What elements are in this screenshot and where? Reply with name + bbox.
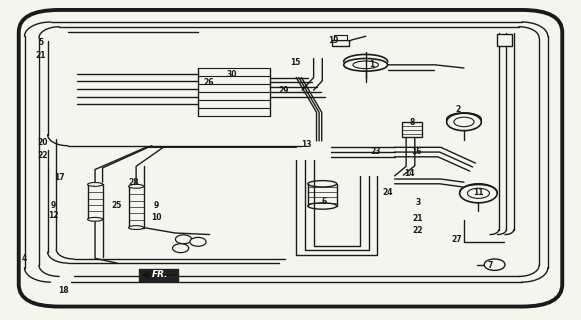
Text: 8: 8 xyxy=(409,118,415,127)
Text: 1: 1 xyxy=(369,60,374,69)
Text: 7: 7 xyxy=(487,261,493,270)
Ellipse shape xyxy=(128,184,144,188)
Text: 15: 15 xyxy=(290,58,300,67)
Bar xyxy=(128,186,144,228)
Text: 24: 24 xyxy=(382,188,393,197)
Text: 13: 13 xyxy=(302,140,312,149)
Text: 22: 22 xyxy=(38,151,48,160)
Text: 14: 14 xyxy=(404,169,414,178)
Ellipse shape xyxy=(88,217,103,221)
Text: 21: 21 xyxy=(413,214,423,223)
Text: 11: 11 xyxy=(473,188,483,197)
Text: 2: 2 xyxy=(456,105,461,114)
Circle shape xyxy=(173,244,189,252)
Text: 18: 18 xyxy=(59,286,69,295)
Text: 29: 29 xyxy=(278,86,289,95)
Bar xyxy=(335,35,347,40)
Text: 28: 28 xyxy=(128,178,138,187)
Bar xyxy=(332,40,350,46)
Text: 17: 17 xyxy=(54,173,64,182)
Text: 9: 9 xyxy=(154,202,159,211)
Text: 26: 26 xyxy=(203,78,214,87)
Circle shape xyxy=(175,235,192,244)
Circle shape xyxy=(190,237,206,246)
Text: 5: 5 xyxy=(38,38,43,47)
Text: 20: 20 xyxy=(38,138,48,147)
Text: 3: 3 xyxy=(415,198,420,207)
Ellipse shape xyxy=(88,182,103,186)
Bar xyxy=(497,34,512,46)
Text: 25: 25 xyxy=(112,202,122,211)
Text: 4: 4 xyxy=(22,254,27,263)
Circle shape xyxy=(484,259,505,270)
Text: 27: 27 xyxy=(451,236,462,244)
Ellipse shape xyxy=(128,226,144,229)
Text: 23: 23 xyxy=(371,147,381,156)
Bar xyxy=(401,122,422,137)
Text: 9: 9 xyxy=(51,201,56,210)
Text: 10: 10 xyxy=(151,212,162,222)
Text: FR.: FR. xyxy=(152,270,168,279)
Text: 16: 16 xyxy=(411,147,422,156)
Text: 19: 19 xyxy=(329,36,339,44)
Text: 12: 12 xyxy=(48,211,59,220)
Text: 22: 22 xyxy=(413,226,423,235)
Text: 30: 30 xyxy=(226,70,237,79)
Text: 6: 6 xyxy=(321,197,327,206)
Text: 21: 21 xyxy=(35,52,46,60)
Bar xyxy=(88,184,103,219)
